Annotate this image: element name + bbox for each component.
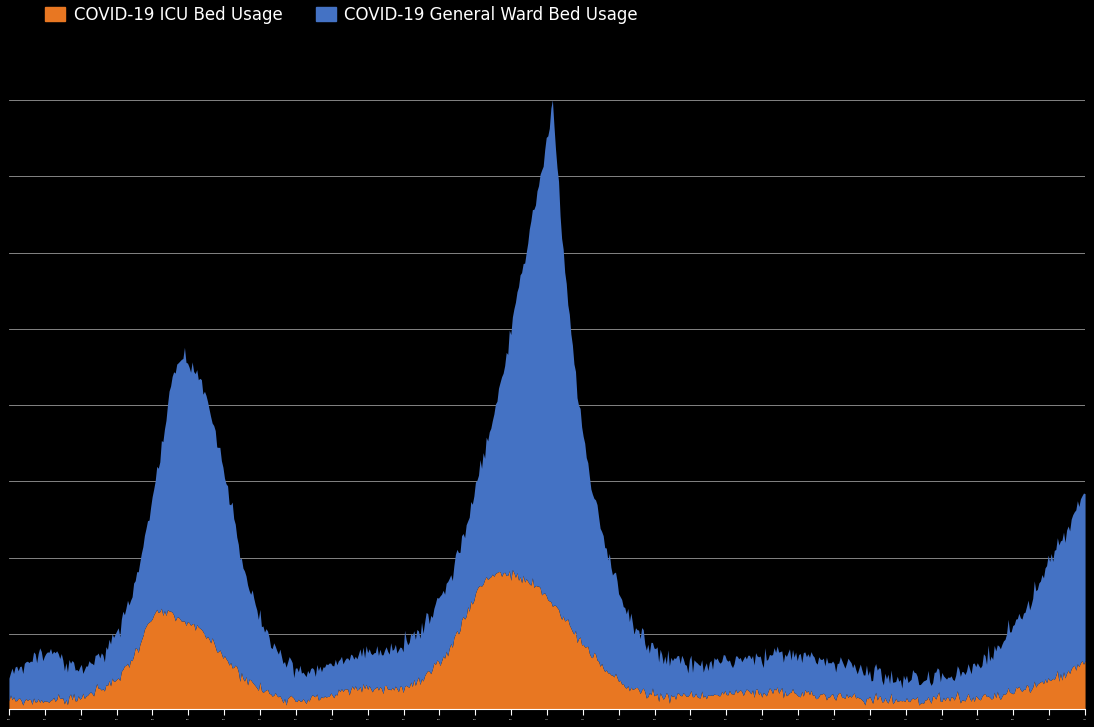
Legend: COVID-19 ICU Bed Usage, COVID-19 General Ward Bed Usage: COVID-19 ICU Bed Usage, COVID-19 General…: [38, 0, 644, 31]
